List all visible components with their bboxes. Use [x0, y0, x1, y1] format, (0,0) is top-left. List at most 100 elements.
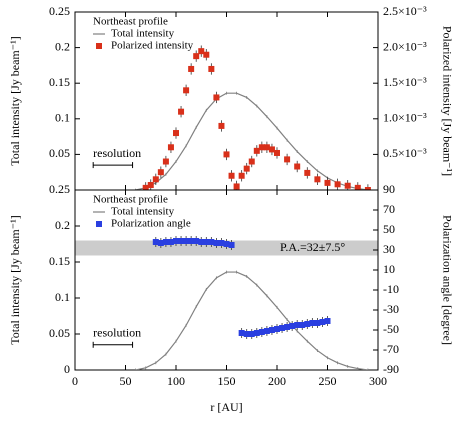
marker — [193, 238, 200, 244]
marker — [228, 172, 235, 179]
marker — [299, 322, 306, 328]
marker — [173, 130, 179, 137]
y2-tick-label: 70 — [383, 202, 395, 216]
marker — [284, 156, 291, 163]
y-tick-label: 0.15 — [49, 254, 70, 268]
marker — [263, 144, 270, 151]
y2-tick-label: 10 — [383, 262, 395, 276]
legend-label: Total intensity — [111, 206, 175, 218]
marker — [238, 172, 245, 179]
series — [142, 45, 371, 190]
series — [152, 236, 331, 339]
y-tick-label: 0.2 — [55, 39, 70, 53]
marker — [157, 169, 164, 176]
y2-tick-label: -50 — [383, 322, 399, 336]
marker — [167, 239, 174, 245]
x-tick-label: 100 — [167, 374, 185, 388]
marker — [183, 87, 190, 94]
legend-marker — [96, 43, 102, 49]
marker — [268, 146, 275, 153]
marker — [319, 319, 326, 325]
marker — [274, 326, 280, 332]
marker — [142, 184, 149, 190]
marker — [223, 151, 230, 158]
marker — [258, 329, 265, 335]
marker — [304, 169, 311, 176]
y2-tick-label: 0.5×10⁻³ — [383, 146, 427, 160]
x-tick-label: 150 — [218, 374, 236, 388]
marker — [218, 122, 225, 129]
legend-label: Polarization angle — [111, 218, 191, 230]
legend-title: Northeast profile — [93, 194, 168, 206]
x-tick-label: 0 — [72, 374, 78, 388]
marker — [147, 182, 154, 189]
marker — [304, 321, 311, 327]
legend-marker — [96, 221, 102, 227]
line — [135, 92, 368, 190]
marker — [213, 240, 220, 246]
marker — [344, 182, 351, 189]
marker — [284, 324, 291, 330]
y-tick-label: 0.1 — [55, 111, 70, 125]
marker — [324, 179, 331, 186]
x-tick-label: 50 — [120, 374, 132, 388]
y2-tick-label: -30 — [383, 302, 399, 316]
marker — [157, 240, 164, 246]
marker — [233, 183, 240, 190]
y2-tick-label: 30 — [383, 242, 395, 256]
y2-tick-label: -10 — [383, 282, 399, 296]
pa-label: P.A.=32±7.5° — [280, 240, 345, 254]
y-tick-label: 0.05 — [49, 146, 70, 160]
legend-label: Total intensity — [111, 28, 175, 40]
y2-tick-label: 1.5×10⁻³ — [383, 75, 427, 89]
marker — [208, 239, 215, 245]
x-tick-label: 300 — [369, 374, 387, 388]
marker — [167, 144, 174, 151]
y2-tick-label: 1.0×10⁻³ — [383, 111, 427, 125]
marker — [258, 144, 265, 151]
marker — [309, 320, 316, 326]
resolution-label: resolution — [93, 326, 141, 340]
y2-axis-label: Polarized intensity [Jy beam⁻¹] — [440, 26, 454, 176]
marker — [152, 239, 159, 245]
y2-axis-label: Polarization angle [degree] — [440, 215, 454, 345]
y-tick-label: 0 — [64, 362, 70, 376]
line — [135, 271, 368, 370]
y-axis-label: Total intensity [Jy beam⁻¹] — [8, 36, 22, 165]
marker — [203, 51, 210, 58]
y-tick-label: 0.25 — [49, 182, 70, 196]
marker — [294, 163, 301, 170]
y-axis-label: Total intensity [Jy beam⁻¹] — [8, 215, 22, 344]
marker — [218, 240, 225, 246]
marker — [253, 330, 260, 336]
marker — [238, 330, 245, 336]
marker — [173, 238, 179, 244]
marker — [223, 241, 230, 247]
y2-tick-label: 2.5×10⁻³ — [383, 4, 427, 18]
y-tick-label: 0.05 — [49, 326, 70, 340]
y-tick-label: 0.25 — [49, 4, 70, 18]
marker — [354, 184, 361, 190]
marker — [198, 48, 205, 55]
y2-tick-label: 2.0×10⁻³ — [383, 39, 427, 53]
marker — [289, 323, 296, 329]
y-tick-label: 0.2 — [55, 218, 70, 232]
y2-tick-label: -90 — [383, 362, 399, 376]
y2-tick-label: 90 — [383, 182, 395, 196]
y-tick-label: 0.15 — [49, 75, 70, 89]
marker — [294, 322, 301, 328]
marker — [248, 331, 255, 337]
marker — [188, 238, 195, 244]
marker — [334, 181, 341, 188]
y2-tick-label: 50 — [383, 222, 395, 236]
marker — [178, 108, 185, 115]
marker — [193, 53, 200, 60]
marker — [364, 187, 371, 190]
marker — [198, 239, 205, 245]
marker — [243, 165, 250, 172]
marker — [228, 242, 235, 248]
series — [135, 91, 369, 190]
y-tick-label: 0.1 — [55, 290, 70, 304]
x-tick-label: 250 — [319, 374, 337, 388]
